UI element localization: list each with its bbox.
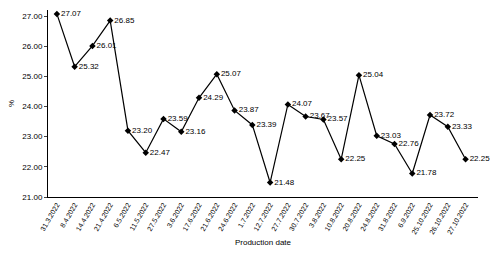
svg-text:25.04: 25.04 <box>363 70 384 79</box>
svg-text:23.87: 23.87 <box>239 105 260 114</box>
svg-text:23.20: 23.20 <box>132 126 153 135</box>
svg-text:23.72: 23.72 <box>434 110 455 119</box>
svg-text:23.59: 23.59 <box>168 114 189 123</box>
svg-text:6.5.2022: 6.5.2022 <box>112 202 132 229</box>
svg-text:17.6.2022: 17.6.2022 <box>181 202 203 233</box>
svg-text:12.7.2022: 12.7.2022 <box>252 202 274 233</box>
svg-text:24.00: 24.00 <box>22 102 43 111</box>
svg-text:21.48: 21.48 <box>274 178 295 187</box>
svg-text:21.00: 21.00 <box>22 193 43 202</box>
svg-text:24.07: 24.07 <box>292 99 313 108</box>
svg-text:25.00: 25.00 <box>22 72 43 81</box>
svg-text:25.10.2022: 25.10.2022 <box>410 202 434 236</box>
svg-text:23.16: 23.16 <box>185 127 206 136</box>
svg-text:27.10.2022: 27.10.2022 <box>446 202 470 236</box>
svg-text:23.00: 23.00 <box>22 132 43 141</box>
svg-text:23.33: 23.33 <box>452 122 473 131</box>
svg-text:10.8.2022: 10.8.2022 <box>323 202 345 233</box>
svg-text:22.25: 22.25 <box>470 154 491 163</box>
svg-text:21.4.2022: 21.4.2022 <box>92 202 114 233</box>
svg-text:14.4.2022: 14.4.2022 <box>75 202 97 233</box>
svg-text:3.8.2022: 3.8.2022 <box>308 202 328 229</box>
svg-text:31.8.2022: 31.8.2022 <box>377 202 399 233</box>
svg-text:21.6.2022: 21.6.2022 <box>199 202 221 233</box>
svg-text:24.8.2022: 24.8.2022 <box>359 202 381 233</box>
svg-text:30.7.2022: 30.7.2022 <box>288 202 310 233</box>
svg-text:6.9.2022: 6.9.2022 <box>396 202 416 229</box>
svg-text:22.00: 22.00 <box>22 163 43 172</box>
svg-text:26.01: 26.01 <box>97 41 118 50</box>
svg-text:22.76: 22.76 <box>399 139 420 148</box>
svg-text:Production date: Production date <box>235 238 292 247</box>
svg-text:27.7.2022: 27.7.2022 <box>270 202 292 233</box>
svg-text:23.39: 23.39 <box>256 120 277 129</box>
svg-text:%: % <box>7 100 16 107</box>
svg-text:24.6.2022: 24.6.2022 <box>217 202 239 233</box>
svg-text:24.29: 24.29 <box>203 93 224 102</box>
svg-text:26.85: 26.85 <box>114 16 135 25</box>
svg-text:11.5.2022: 11.5.2022 <box>128 202 149 232</box>
svg-text:23.57: 23.57 <box>328 114 349 123</box>
svg-text:8.4.2022: 8.4.2022 <box>59 202 79 229</box>
svg-text:21.78: 21.78 <box>416 168 437 177</box>
svg-text:26.00: 26.00 <box>22 42 43 51</box>
svg-text:25.32: 25.32 <box>79 62 100 71</box>
svg-text:27.00: 27.00 <box>22 12 43 21</box>
svg-text:20.8.2022: 20.8.2022 <box>341 202 363 233</box>
svg-text:31.3.2022: 31.3.2022 <box>39 202 61 233</box>
svg-text:23.03: 23.03 <box>381 131 402 140</box>
svg-text:1.7.2022: 1.7.2022 <box>237 202 257 229</box>
svg-text:25.07: 25.07 <box>221 69 242 78</box>
svg-text:26.10.2022: 26.10.2022 <box>428 202 452 236</box>
svg-text:23.67: 23.67 <box>310 111 331 120</box>
svg-text:22.47: 22.47 <box>150 148 171 157</box>
svg-text:22.25: 22.25 <box>345 154 366 163</box>
svg-text:27.07: 27.07 <box>61 9 82 18</box>
svg-text:3.6.2022: 3.6.2022 <box>165 202 185 229</box>
svg-text:27.5.2022: 27.5.2022 <box>146 202 168 233</box>
